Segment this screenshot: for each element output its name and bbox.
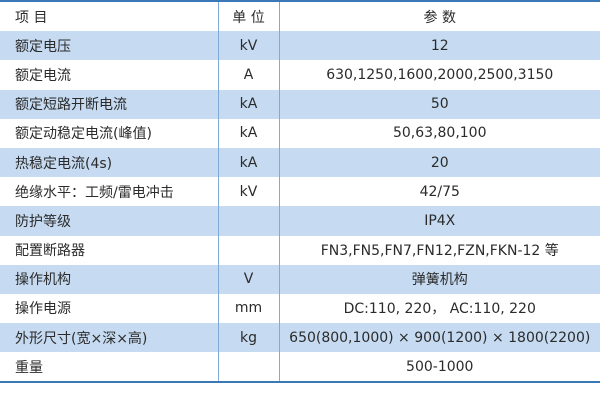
row-unit: mm (217, 293, 280, 324)
table-row: 操作电源 mm DC:110, 220， AC:110, 220 (0, 293, 600, 324)
row-param: 50,63,80,100 (392, 125, 487, 142)
row-unit: V (217, 264, 280, 294)
table-row: 外形尺寸(宽×深×高) kg 650(800,1000) × 900(1200) ×… (0, 323, 600, 353)
row-param: 650(800,1000) × 900(1200) × 1800(2200) (279, 323, 600, 353)
table-row: 额定动稳定电流(峰值) kA 50,63,80,100 (0, 118, 600, 148)
row-unit: kA (217, 89, 280, 119)
row-param: IP4X (279, 206, 600, 236)
table-header: 项 目 单 位 参 数 (0, 1, 600, 32)
row-unit: kV (217, 31, 280, 61)
row-item: 额定短路开断电流 (0, 89, 218, 119)
row-param: 弹簧机构 (279, 264, 600, 294)
table-row: 额定电流 A 630,1250,1600,2000,2500,3150 (0, 60, 600, 90)
row-unit (217, 206, 280, 236)
row-item: 配置断路器 (15, 243, 85, 260)
row-unit: kV (217, 177, 280, 207)
table-row: 重量 500-1000 (0, 352, 600, 383)
row-param: FN3,FN5,FN7,FN12,FZN,FKN-12 等 (320, 243, 559, 260)
row-unit: kA (217, 147, 280, 178)
row-param: 50 (279, 89, 600, 119)
row-item: 额定电流 (15, 67, 71, 84)
row-item: 防护等级 (0, 206, 218, 236)
row-unit (217, 235, 280, 265)
row-item: 热稳定电流(4s) (0, 147, 218, 178)
table-row: 配置断路器 FN3,FN5,FN7,FN12,FZN,FKN-12 等 (0, 235, 600, 265)
header-item: 项 目 (15, 9, 48, 26)
row-item: 绝缘水平：工频/雷电冲击 (15, 184, 174, 201)
row-param: 42/75 (419, 183, 460, 200)
row-item: 额定动稳定电流(峰值) (15, 126, 152, 143)
row-param: DC:110, 220， AC:110, 220 (343, 301, 536, 318)
header-unit: 单 位 (217, 1, 280, 32)
row-item: 重量 (15, 359, 43, 376)
row-item: 外形尺寸(宽×深×高) (0, 323, 218, 353)
header-param: 参 数 (423, 9, 456, 26)
table-row: 热稳定电流(4s) kA 20 (0, 147, 600, 178)
table-row: 额定电压 kV 12 (0, 31, 600, 61)
row-param: 20 (279, 147, 600, 178)
row-unit: A (217, 60, 280, 90)
table-row: 防护等级 IP4X (0, 206, 600, 236)
table-row: 额定短路开断电流 kA 50 (0, 89, 600, 119)
row-unit: kg (217, 323, 280, 353)
row-unit (217, 352, 280, 383)
spec-table: 项 目 单 位 参 数 额定电压 kV 12 额定电流 A 630,1250,1600,2… (0, 0, 600, 384)
table-row: 操作机构 V 弹簧机构 (0, 264, 600, 294)
row-item: 额定电压 (0, 31, 218, 61)
row-item: 操作电源 (15, 301, 71, 318)
row-item: 操作机构 (0, 264, 218, 294)
row-param: 12 (279, 31, 600, 61)
table-row: 绝缘水平：工频/雷电冲击 kV 42/75 (0, 177, 600, 207)
row-unit: kA (217, 118, 280, 148)
row-param: 500-1000 (406, 358, 474, 375)
row-param: 630,1250,1600,2000,2500,3150 (326, 66, 554, 83)
